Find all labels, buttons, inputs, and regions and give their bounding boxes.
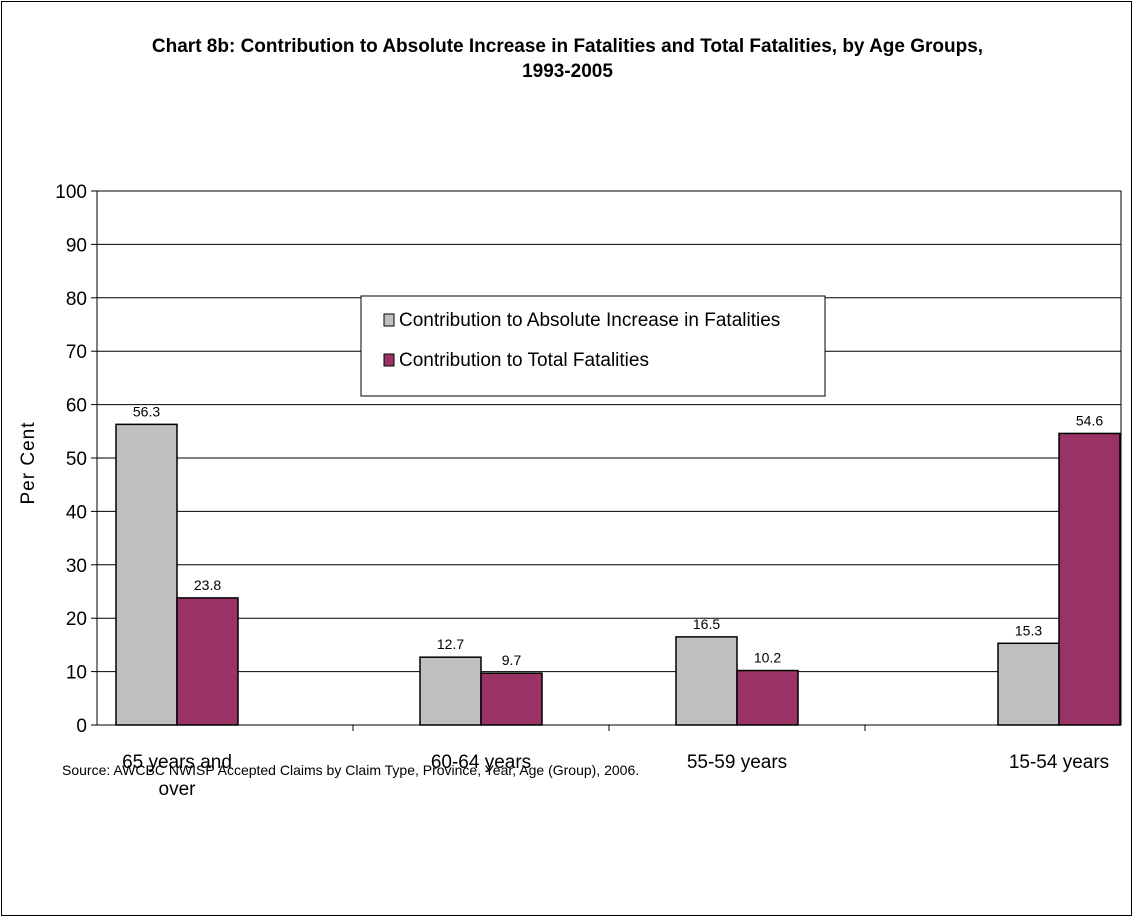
y-tick-label-80: 80 (66, 289, 87, 310)
bar-total-fatalities-1 (480, 672, 543, 726)
x-category-label-3-0: 15-54 years (1009, 752, 1109, 773)
y-tick-label-10: 10 (66, 663, 87, 684)
x-category-label-2-0: 55-59 years (687, 752, 787, 773)
legend-label-1: Contribution to Total Fatalities (399, 350, 649, 371)
data-label-1-2: 10.2 (754, 650, 781, 666)
data-label-0-1: 12.7 (437, 636, 464, 652)
y-tick-label-70: 70 (66, 342, 87, 363)
bar-total-fatalities-3 (1058, 432, 1121, 726)
y-tick-label-0: 0 (76, 716, 87, 737)
y-tick-label-20: 20 (66, 609, 87, 630)
source-note: Source: AWCBC NWISP Accepted Claims by C… (62, 762, 640, 778)
y-tick-label-90: 90 (66, 235, 87, 256)
data-label-1-0: 23.8 (194, 577, 221, 593)
bar-total-fatalities-2 (736, 669, 799, 726)
legend (360, 295, 826, 397)
data-label-0-0: 56.3 (133, 403, 160, 419)
legend-swatch-0 (383, 313, 395, 327)
data-label-1-3: 54.6 (1076, 412, 1103, 428)
y-axis-title-text: Per Cent (18, 421, 39, 505)
data-label-1-1: 9.7 (502, 652, 522, 668)
bar-absolute-increase-2 (675, 636, 738, 726)
y-tick-label-30: 30 (66, 556, 87, 577)
legend-swatch-1 (383, 353, 395, 367)
chart-title-line-2: 1993-2005 (522, 61, 613, 82)
data-label-0-3: 15.3 (1015, 622, 1042, 638)
chart-title: Chart 8b: Contribution to Absolute Incre… (0, 34, 1135, 84)
y-tick-label-50: 50 (66, 449, 87, 470)
x-category-label-1-0: 60-64 years (431, 752, 531, 773)
y-tick-label-60: 60 (66, 396, 87, 417)
bar-absolute-increase-0 (115, 423, 178, 726)
bar-total-fatalities-0 (176, 597, 239, 726)
legend-label-0: Contribution to Absolute Increase in Fat… (399, 310, 780, 331)
data-label-0-2: 16.5 (693, 616, 720, 632)
x-category-label-0-1: over (159, 779, 197, 800)
y-tick-label-100: 100 (55, 182, 87, 203)
bar-absolute-increase-1 (419, 656, 482, 726)
bar-absolute-increase-3 (997, 642, 1060, 726)
x-category-label-0-0: 65 years and (122, 752, 232, 773)
y-tick-label-40: 40 (66, 502, 87, 523)
chart-title-line-1: Chart 8b: Contribution to Absolute Incre… (151, 36, 984, 57)
